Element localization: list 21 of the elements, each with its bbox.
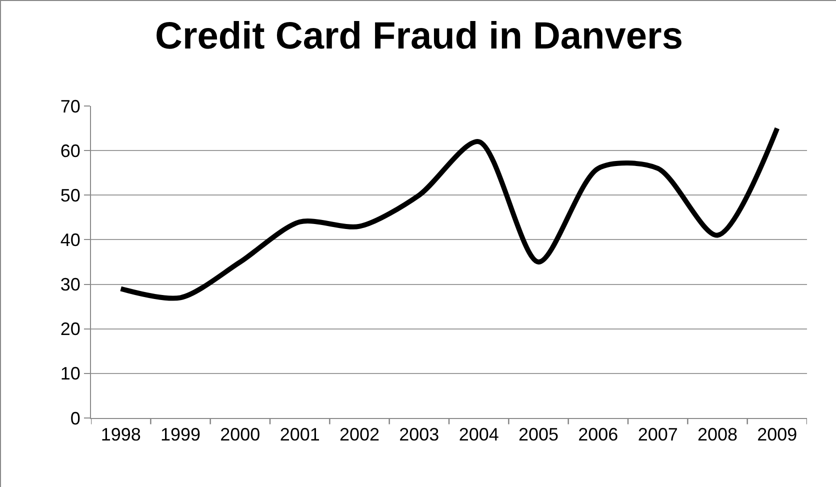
y-tick-label: 40 [60,230,80,250]
x-tick-label: 1999 [160,424,201,445]
x-tick-label: 1998 [100,424,141,445]
y-tick-label: 30 [60,274,80,295]
x-tick-label: 2000 [220,424,260,445]
y-tick-label: 50 [60,185,80,206]
x-tick-label: 2008 [697,424,738,445]
x-tick-label: 2009 [757,424,798,445]
chart-title: Credit Card Fraud in Danvers [155,15,683,58]
y-tick-label: 10 [60,364,80,384]
x-tick-label: 2005 [518,424,559,445]
x-tick-label: 2006 [578,424,618,445]
y-tick-label: 20 [60,319,80,340]
y-tick-label: 70 [60,96,80,116]
x-tick-label: 2004 [458,424,499,445]
x-tick-label: 2007 [638,424,678,445]
x-tick-label: 2002 [339,424,380,445]
y-tick-label: 60 [60,140,80,161]
x-tick-label: 2001 [280,424,320,445]
x-tick-label: 2003 [399,424,440,445]
y-tick-label: 0 [70,408,80,428]
